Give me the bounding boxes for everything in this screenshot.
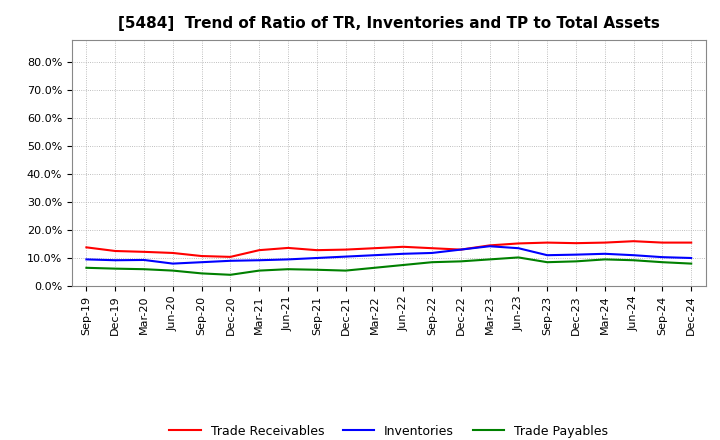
Trade Payables <box>543 260 552 265</box>
Trade Receivables <box>629 238 638 244</box>
Trade Payables <box>82 265 91 271</box>
Inventories <box>428 250 436 256</box>
Inventories <box>370 253 379 258</box>
Inventories <box>82 257 91 262</box>
Trade Receivables <box>111 248 120 253</box>
Trade Payables <box>312 267 321 272</box>
Trade Receivables <box>341 247 350 252</box>
Inventories <box>543 253 552 258</box>
Trade Payables <box>255 268 264 273</box>
Trade Payables <box>428 260 436 265</box>
Inventories <box>485 244 494 249</box>
Trade Receivables <box>312 248 321 253</box>
Title: [5484]  Trend of Ratio of TR, Inventories and TP to Total Assets: [5484] Trend of Ratio of TR, Inventories… <box>118 16 660 32</box>
Legend: Trade Receivables, Inventories, Trade Payables: Trade Receivables, Inventories, Trade Pa… <box>164 420 613 440</box>
Trade Receivables <box>456 247 465 252</box>
Inventories <box>255 257 264 263</box>
Inventories <box>197 260 206 265</box>
Inventories <box>399 251 408 257</box>
Line: Inventories: Inventories <box>86 246 691 264</box>
Inventories <box>600 251 609 257</box>
Trade Receivables <box>370 246 379 251</box>
Trade Receivables <box>428 246 436 251</box>
Inventories <box>514 246 523 251</box>
Trade Receivables <box>658 240 667 245</box>
Trade Payables <box>658 260 667 265</box>
Line: Trade Receivables: Trade Receivables <box>86 241 691 257</box>
Trade Payables <box>197 271 206 276</box>
Trade Payables <box>111 266 120 271</box>
Trade Receivables <box>687 240 696 245</box>
Trade Payables <box>572 259 580 264</box>
Line: Trade Payables: Trade Payables <box>86 257 691 275</box>
Trade Receivables <box>399 244 408 249</box>
Trade Receivables <box>197 253 206 259</box>
Inventories <box>226 258 235 264</box>
Trade Receivables <box>284 245 292 250</box>
Trade Payables <box>456 259 465 264</box>
Trade Receivables <box>485 243 494 248</box>
Trade Receivables <box>572 241 580 246</box>
Trade Receivables <box>255 248 264 253</box>
Inventories <box>572 252 580 257</box>
Trade Receivables <box>600 240 609 245</box>
Inventories <box>658 254 667 260</box>
Trade Payables <box>168 268 177 273</box>
Inventories <box>168 261 177 266</box>
Inventories <box>140 257 148 263</box>
Trade Receivables <box>226 254 235 260</box>
Trade Payables <box>687 261 696 266</box>
Trade Receivables <box>82 245 91 250</box>
Inventories <box>284 257 292 262</box>
Trade Payables <box>226 272 235 278</box>
Trade Receivables <box>543 240 552 245</box>
Trade Payables <box>514 255 523 260</box>
Trade Payables <box>399 262 408 268</box>
Trade Payables <box>370 265 379 271</box>
Trade Receivables <box>140 249 148 254</box>
Trade Receivables <box>168 250 177 256</box>
Inventories <box>687 255 696 260</box>
Inventories <box>629 253 638 258</box>
Trade Payables <box>629 257 638 263</box>
Inventories <box>312 255 321 260</box>
Trade Payables <box>284 267 292 272</box>
Trade Payables <box>140 267 148 272</box>
Trade Receivables <box>514 241 523 246</box>
Inventories <box>111 257 120 263</box>
Trade Payables <box>341 268 350 273</box>
Trade Payables <box>485 257 494 262</box>
Inventories <box>456 247 465 252</box>
Inventories <box>341 254 350 259</box>
Trade Payables <box>600 257 609 262</box>
